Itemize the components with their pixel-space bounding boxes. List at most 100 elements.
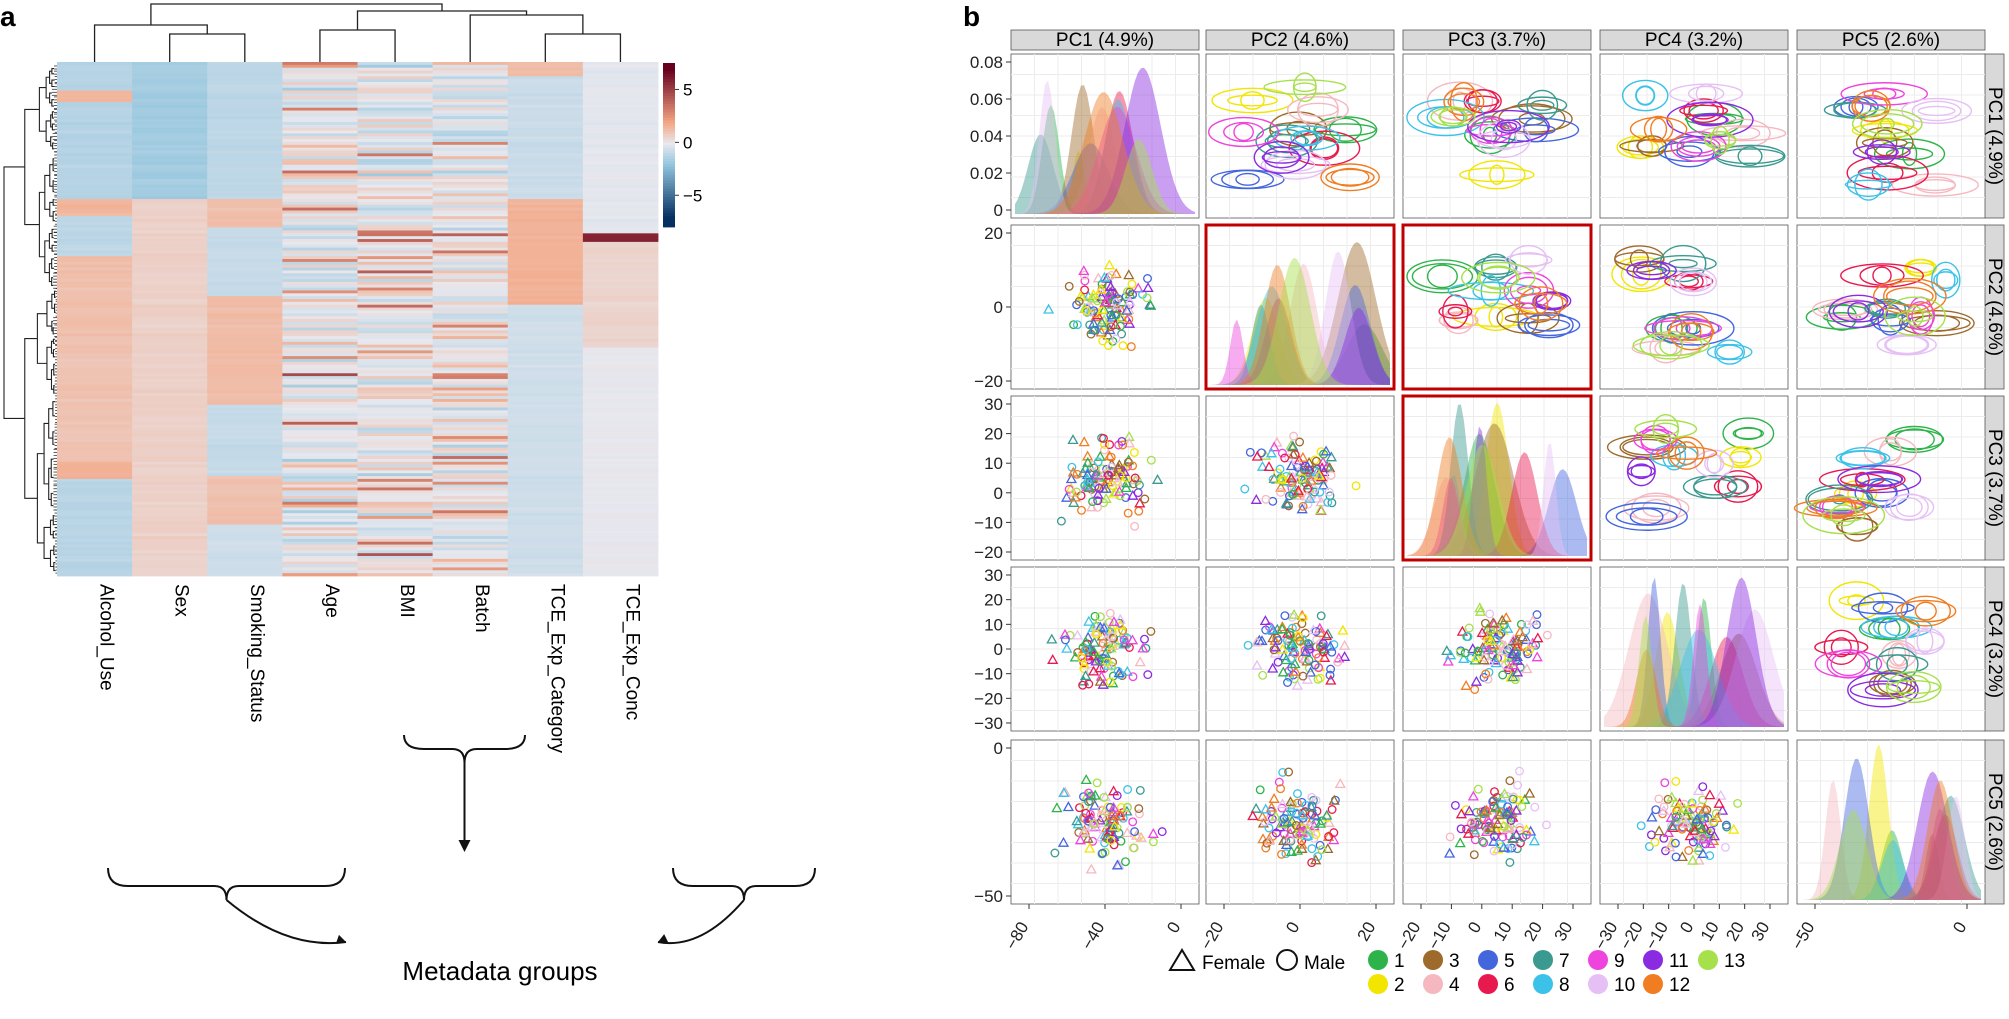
data-point xyxy=(1473,784,1483,794)
data-point xyxy=(1479,838,1489,848)
heatmap-cell xyxy=(432,398,509,403)
heatmap-cell xyxy=(507,407,584,411)
heatmap-column-label: BMI xyxy=(396,584,417,618)
heatmap-cell xyxy=(357,516,434,520)
density-contour xyxy=(1713,475,1763,498)
heatmap-cell xyxy=(282,101,358,106)
heatmap-cell xyxy=(432,210,509,214)
density-curve xyxy=(1015,67,1195,214)
data-point xyxy=(1132,282,1144,293)
heatmap-cell xyxy=(57,573,133,577)
heatmap-cell xyxy=(57,447,133,451)
density-contour xyxy=(1287,96,1349,124)
data-point xyxy=(1309,809,1321,820)
heatmap-cell xyxy=(507,530,584,534)
heatmap-cell xyxy=(507,164,584,169)
heatmap-cell xyxy=(132,159,208,163)
data-point xyxy=(1327,498,1337,508)
heatmap-cell xyxy=(507,430,584,434)
heatmap-cell xyxy=(132,413,208,417)
panel-b-letter: b xyxy=(963,1,980,32)
heatmap-cell xyxy=(432,504,509,508)
data-point xyxy=(1495,839,1505,849)
data-point xyxy=(1293,462,1303,472)
data-point xyxy=(1513,780,1523,790)
heatmap-cell xyxy=(507,461,584,466)
heatmap-cell xyxy=(432,101,509,106)
heatmap-cell xyxy=(57,276,133,280)
heatmap-cell xyxy=(132,327,208,331)
x-tick-label: −20 xyxy=(1197,919,1228,953)
heatmap-cell xyxy=(57,310,133,314)
data-point xyxy=(1089,799,1101,810)
heatmap-cell xyxy=(582,478,659,483)
heatmap-cell xyxy=(132,287,208,291)
heatmap-cell xyxy=(507,293,584,297)
data-point xyxy=(1079,270,1089,280)
data-point xyxy=(1123,437,1136,448)
heatmap-cell xyxy=(432,70,509,74)
data-point xyxy=(1691,813,1703,824)
heatmap-cell xyxy=(132,270,208,274)
data-point xyxy=(1516,631,1529,642)
heatmap-cell xyxy=(357,470,434,474)
heatmap-cell xyxy=(207,518,283,523)
heatmap-cell xyxy=(507,544,584,548)
heatmap-cell xyxy=(507,556,584,560)
data-point xyxy=(1263,835,1276,846)
heatmap-cell xyxy=(207,239,283,243)
data-point xyxy=(1077,505,1086,515)
density-contour xyxy=(1857,592,1909,624)
density-curve xyxy=(1407,475,1587,556)
heatmap-cell xyxy=(132,247,208,251)
dendrogram-link xyxy=(50,136,53,147)
heatmap-cell xyxy=(507,467,584,471)
heatmap-cell xyxy=(357,570,434,574)
data-point xyxy=(1518,832,1528,842)
data-point xyxy=(1492,817,1504,828)
heatmap-cell xyxy=(432,444,509,448)
heatmap-cell xyxy=(432,490,509,494)
heatmap-cell xyxy=(207,333,283,337)
heatmap-cell xyxy=(207,293,283,297)
heatmap-cell xyxy=(282,210,358,214)
heatmap-cell xyxy=(132,221,208,226)
dendrogram-link xyxy=(51,123,55,131)
data-point xyxy=(1099,792,1109,802)
heatmap-cell xyxy=(132,90,208,94)
heatmap-cell xyxy=(432,538,509,543)
heatmap-cell xyxy=(57,467,133,471)
heatmap-cell xyxy=(582,556,659,560)
density-contour xyxy=(1649,254,1717,273)
data-point xyxy=(1481,669,1491,679)
heatmap-cell xyxy=(207,356,283,360)
heatmap-cell xyxy=(357,367,434,371)
colorbar-step xyxy=(663,194,675,198)
heatmap-cell xyxy=(282,90,358,94)
heatmap-cell xyxy=(57,301,133,306)
colorbar-step xyxy=(663,101,675,105)
heatmap-cell xyxy=(207,496,283,500)
data-point xyxy=(1157,827,1167,837)
heatmap-cell xyxy=(582,544,659,548)
heatmap-cell xyxy=(357,216,434,220)
heatmap-cell xyxy=(582,121,659,126)
heatmap-cell xyxy=(132,384,208,388)
data-point xyxy=(1100,492,1112,503)
data-point xyxy=(1129,448,1139,457)
strip-right-label: PC5 (2.6%) xyxy=(1984,773,2005,871)
heatmap-cell xyxy=(582,239,659,243)
data-point xyxy=(1688,821,1700,832)
heatmap-cell xyxy=(132,490,208,494)
heatmap-cell xyxy=(357,81,434,86)
data-point xyxy=(1140,634,1149,644)
data-point xyxy=(1135,831,1147,842)
heatmap-cell xyxy=(507,296,584,300)
data-point xyxy=(1671,812,1681,822)
data-point xyxy=(1490,831,1499,841)
heatmap-cell xyxy=(57,233,133,237)
heatmap-cell xyxy=(207,64,283,69)
heatmap-cell xyxy=(57,507,133,511)
heatmap-cell xyxy=(432,73,509,77)
data-point xyxy=(1097,805,1107,815)
